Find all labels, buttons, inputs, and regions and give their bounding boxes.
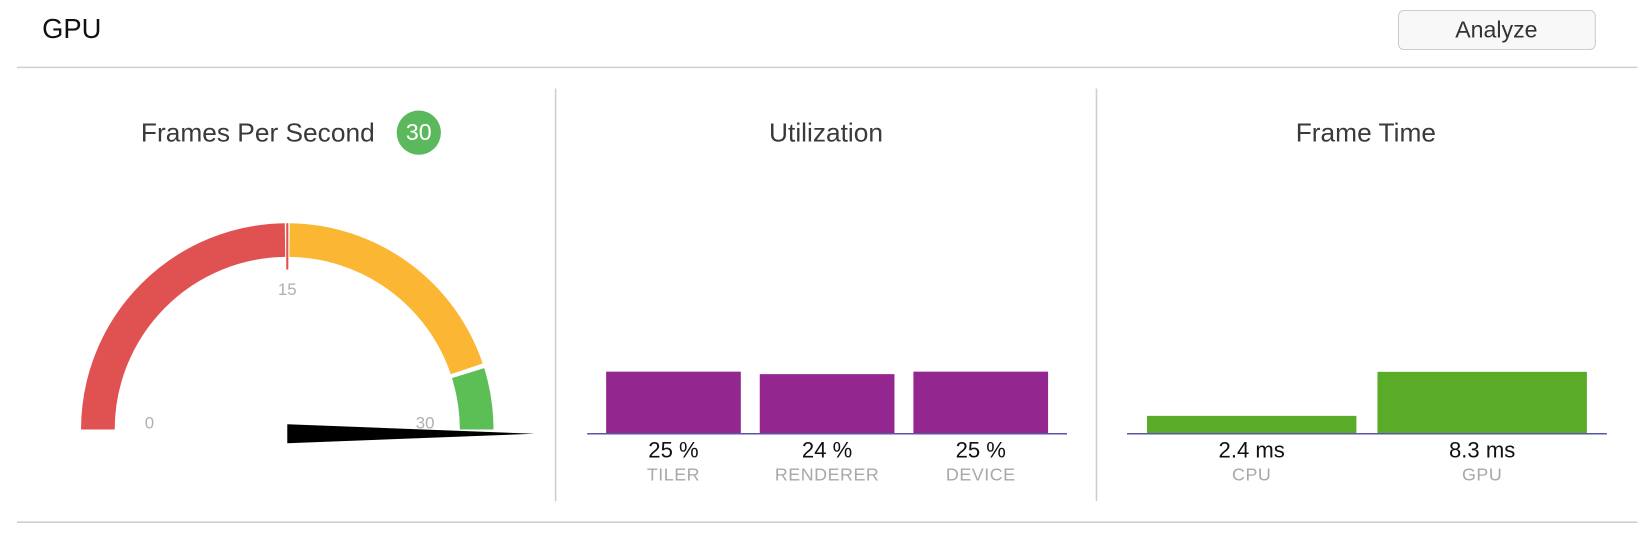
bar-category-label: CPU: [1232, 465, 1271, 485]
gauge-needle: [287, 424, 535, 444]
gauge-zone: [81, 223, 286, 430]
bar-category-label: GPU: [1462, 465, 1502, 485]
bar: [1147, 415, 1357, 434]
fps-badge: [396, 110, 441, 155]
bar-value-label: 2.4 ms: [1219, 438, 1285, 463]
gauge-zone: [451, 368, 494, 431]
fps-badge-value: 30: [406, 119, 432, 145]
panel-title: Frame Time: [1296, 118, 1436, 148]
bar-category-label: RENDERER: [775, 465, 880, 485]
gauge-tick-label: 15: [278, 280, 297, 299]
panel-title: Frames Per Second: [141, 118, 375, 148]
bar: [759, 374, 895, 434]
gauge-tick-label: 30: [416, 414, 435, 433]
bar: [913, 371, 1049, 434]
bar-value-label: 25 %: [956, 438, 1006, 463]
button-label[interactable]: Analyze: [1455, 17, 1537, 43]
button-frame[interactable]: [1397, 10, 1596, 51]
bar-category-label: DEVICE: [946, 465, 1016, 485]
bar-category-label: TILER: [647, 465, 700, 485]
bar-value-label: 25 %: [648, 438, 698, 463]
analyze-button[interactable]: Analyze: [1397, 10, 1596, 51]
bar-value-label: 24 %: [802, 438, 852, 463]
bar: [1377, 371, 1587, 434]
page-title: GPU: [42, 13, 101, 44]
bar-value-label: 8.3 ms: [1449, 438, 1515, 463]
gauge-zone: [289, 223, 483, 375]
gauge-tick-label: 0: [145, 414, 154, 433]
panel-title: Utilization: [769, 118, 883, 148]
bar: [606, 371, 741, 434]
